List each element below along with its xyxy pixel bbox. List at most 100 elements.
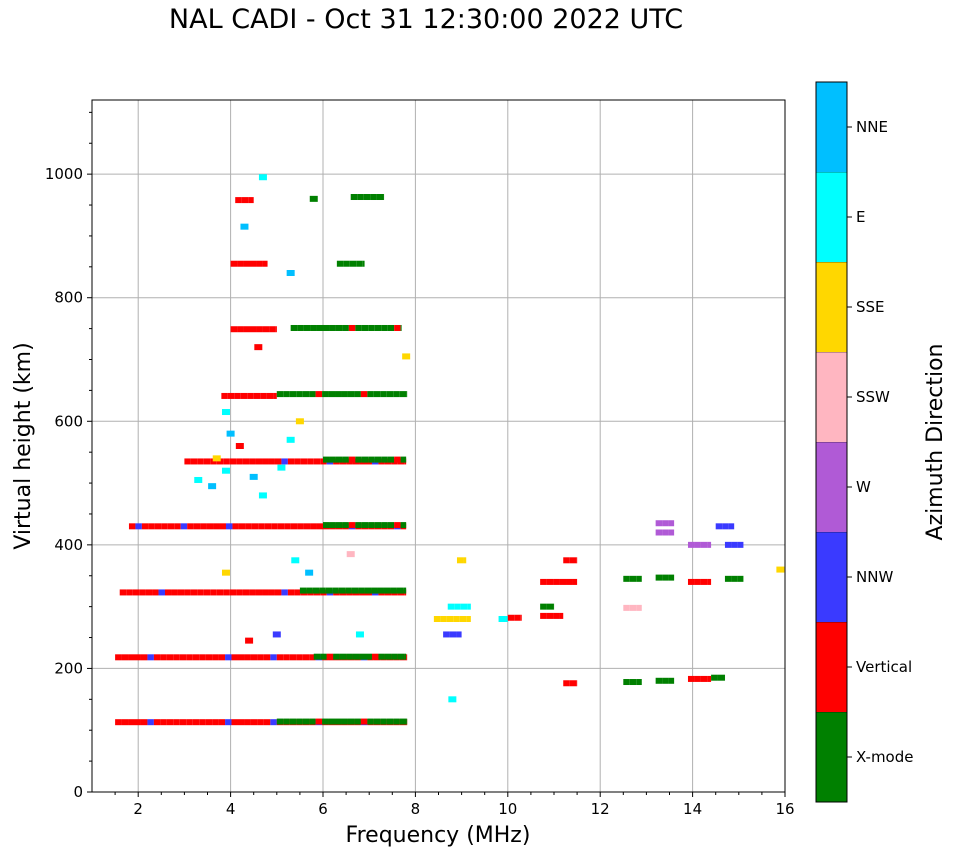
trace-segment [348, 324, 356, 331]
trace-segment [303, 523, 311, 530]
trace-segment [724, 575, 732, 582]
trace-segment [160, 654, 167, 661]
trace-segment [335, 718, 342, 725]
trace-segment [115, 654, 122, 661]
trace-segment [655, 677, 663, 684]
trace-segment [360, 718, 368, 725]
trace-segment [179, 719, 187, 726]
echo-point [221, 409, 230, 416]
trace-segment [348, 522, 356, 529]
trace-segment [687, 578, 695, 585]
trace-segment [336, 260, 344, 267]
trace-segment [192, 719, 200, 726]
trace-segment [152, 589, 159, 596]
colorbar: X-mode Vertical NNW W SSW SSE E NNE [815, 81, 913, 803]
trace-segment [355, 522, 362, 529]
trace-segment [352, 653, 360, 660]
trace-segment [229, 458, 237, 465]
trace-segment [296, 654, 303, 661]
trace-segment [364, 587, 372, 594]
trace-segment [386, 391, 394, 398]
trace-segment [276, 654, 284, 661]
trace-segment [345, 587, 352, 594]
trace-segment [355, 324, 362, 331]
trace-segment [655, 520, 663, 527]
trace-segment [203, 589, 211, 596]
trace-segment [199, 654, 206, 661]
trace-segment [231, 654, 238, 661]
trace-segment [161, 523, 168, 530]
trace-segment [237, 719, 245, 726]
trace-segment [223, 458, 230, 465]
trace-segment [234, 392, 241, 399]
trace-segment [164, 589, 172, 596]
trace-segment [268, 589, 275, 596]
echo-point [402, 353, 411, 360]
trace-segment [236, 589, 243, 596]
trace-segment [141, 523, 149, 530]
trace-segment [467, 603, 471, 610]
trace-segment [247, 392, 254, 399]
trace-segment [342, 456, 349, 463]
trace-segment [296, 391, 303, 398]
trace-segment [447, 603, 455, 610]
trace-segment [177, 589, 185, 596]
trace-segment [166, 654, 174, 661]
trace-segment [283, 654, 290, 661]
echo-point [305, 569, 314, 576]
trace-segment [403, 587, 407, 594]
trace-segment [371, 587, 378, 594]
trace-segment [240, 392, 248, 399]
trace-segment [256, 326, 263, 333]
trace-segment [199, 719, 206, 726]
trace-segment [363, 194, 371, 201]
x-tick-label: 8 [411, 800, 421, 818]
trace-segment [281, 589, 288, 596]
trace-segment [368, 324, 375, 331]
trace-segment [687, 541, 695, 548]
trace-segment [359, 653, 366, 660]
chart-title: NAL CADI - Oct 31 12:30:00 2022 UTC [168, 4, 684, 35]
trace-segment [546, 603, 554, 610]
trace-segment [731, 575, 738, 582]
trace-segment [174, 523, 181, 530]
echo-point [245, 637, 254, 644]
echo-point [254, 344, 263, 351]
trace-segment [668, 574, 675, 581]
colorbar-tick-label: X-mode [856, 748, 913, 766]
echo-point [226, 430, 235, 437]
trace-segment [221, 392, 228, 399]
trace-segment [460, 603, 468, 610]
trace-segment [381, 456, 388, 463]
trace-segment [237, 326, 244, 333]
trace-segment [386, 718, 394, 725]
trace-segment [276, 718, 284, 725]
trace-segment [399, 391, 407, 398]
trace-segment [724, 674, 726, 681]
trace-segment [227, 392, 235, 399]
trace-segment [235, 197, 242, 204]
x-tick-label: 12 [591, 800, 610, 818]
trace-segment [354, 391, 361, 398]
trace-segment [342, 522, 349, 529]
trace-segment [140, 719, 148, 726]
x-axis-label: Frequency (MHz) [346, 823, 531, 848]
trace-segment [546, 612, 554, 619]
trace-segment [121, 719, 129, 726]
trace-segment [312, 587, 320, 594]
trace-segment [400, 522, 407, 529]
trace-segment [119, 589, 127, 596]
trace-segment [629, 679, 637, 686]
trace-segment [158, 589, 165, 596]
y-axis-ticks: 0 200 400 600 800 1000 [45, 111, 92, 801]
trace-segment [289, 718, 297, 725]
trace-segment [335, 324, 343, 331]
trace-segment [400, 456, 407, 463]
x-tick-label: 2 [133, 800, 143, 818]
trace-segment [335, 522, 343, 529]
colorbar-label: Azimuth Direction [923, 343, 948, 540]
y-tick-label: 600 [54, 412, 83, 430]
trace-segment [274, 458, 282, 465]
trace-segment [281, 458, 288, 465]
trace-segment [223, 589, 230, 596]
